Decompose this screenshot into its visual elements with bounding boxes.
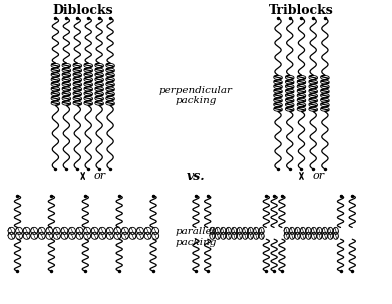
Text: parallel
packing: parallel packing <box>175 227 217 247</box>
Text: vs.: vs. <box>187 170 205 182</box>
Text: Diblocks: Diblocks <box>53 4 113 17</box>
Text: or: or <box>94 171 106 181</box>
Text: Triblocks: Triblocks <box>269 4 334 17</box>
Text: perpendicular
packing: perpendicular packing <box>159 85 233 105</box>
Text: or: or <box>312 171 325 181</box>
